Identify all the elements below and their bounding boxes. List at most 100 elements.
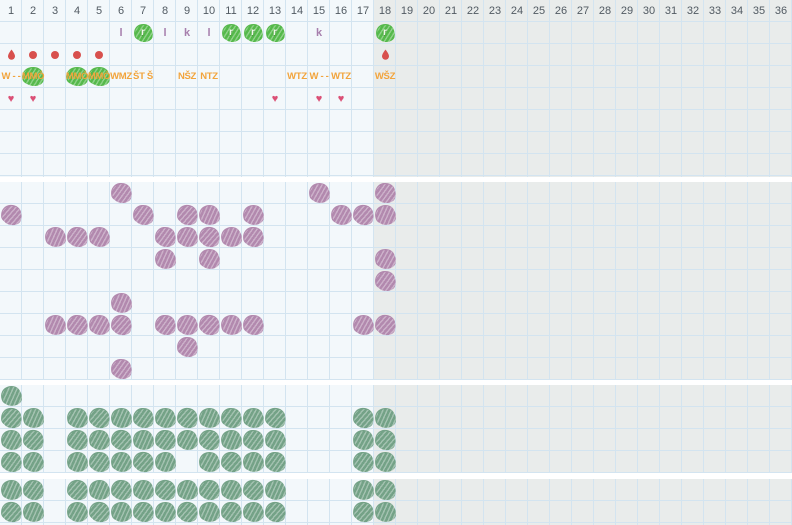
- plant-period-cell[interactable]: [374, 204, 396, 226]
- plant-period-cell[interactable]: [88, 407, 110, 429]
- plant-period-cell[interactable]: [110, 429, 132, 451]
- plant-period-cell[interactable]: [176, 407, 198, 429]
- plant-period-cell[interactable]: [352, 479, 374, 501]
- plant-period-cell[interactable]: [88, 479, 110, 501]
- plant-period-cell[interactable]: [176, 204, 198, 226]
- plant-period-cell[interactable]: [88, 226, 110, 248]
- plant-period-cell[interactable]: [242, 204, 264, 226]
- plant-period-cell[interactable]: [22, 407, 44, 429]
- plant-period-cell[interactable]: [176, 501, 198, 523]
- plant-period-cell[interactable]: [66, 314, 88, 336]
- plant-period-cell[interactable]: [110, 182, 132, 204]
- plant-period-cell[interactable]: [198, 501, 220, 523]
- plant-period-cell[interactable]: [22, 429, 44, 451]
- plant-period-cell[interactable]: [0, 385, 22, 407]
- plant-period-cell[interactable]: [44, 314, 66, 336]
- plant-period-cell[interactable]: [352, 407, 374, 429]
- plant-period-cell[interactable]: [66, 429, 88, 451]
- plant-period-cell[interactable]: [154, 226, 176, 248]
- plant-period-cell[interactable]: [264, 451, 286, 473]
- plant-period-cell[interactable]: [352, 501, 374, 523]
- plant-period-cell[interactable]: [110, 479, 132, 501]
- plant-period-cell[interactable]: [154, 429, 176, 451]
- plant-period-cell[interactable]: [198, 407, 220, 429]
- plant-period-cell[interactable]: [0, 204, 22, 226]
- plant-period-cell[interactable]: [198, 451, 220, 473]
- plant-period-cell[interactable]: [242, 407, 264, 429]
- plant-period-cell[interactable]: [352, 314, 374, 336]
- plant-period-cell[interactable]: [220, 226, 242, 248]
- plant-period-cell[interactable]: [176, 429, 198, 451]
- plant-period-cell[interactable]: [22, 451, 44, 473]
- plant-period-cell[interactable]: [0, 429, 22, 451]
- plant-period-cell[interactable]: [44, 226, 66, 248]
- plant-period-cell[interactable]: [220, 407, 242, 429]
- plant-period-cell[interactable]: [176, 336, 198, 358]
- plant-period-cell[interactable]: [110, 407, 132, 429]
- plant-period-cell[interactable]: [176, 226, 198, 248]
- plant-period-cell[interactable]: [264, 429, 286, 451]
- plant-period-cell[interactable]: [22, 479, 44, 501]
- plant-period-cell[interactable]: [264, 501, 286, 523]
- plant-period-cell[interactable]: [198, 248, 220, 270]
- plant-period-cell[interactable]: [242, 226, 264, 248]
- plant-period-cell[interactable]: [374, 314, 396, 336]
- plant-period-cell[interactable]: [154, 451, 176, 473]
- plant-period-cell[interactable]: [242, 479, 264, 501]
- plant-period-cell[interactable]: [88, 314, 110, 336]
- plant-period-cell[interactable]: [198, 204, 220, 226]
- plant-period-cell[interactable]: [220, 501, 242, 523]
- plant-period-cell[interactable]: [176, 479, 198, 501]
- plant-period-cell[interactable]: [154, 479, 176, 501]
- plant-period-cell[interactable]: [220, 451, 242, 473]
- plant-period-cell[interactable]: [374, 451, 396, 473]
- plant-period-cell[interactable]: [132, 479, 154, 501]
- plant-period-cell[interactable]: [176, 314, 198, 336]
- plant-period-cell[interactable]: [374, 429, 396, 451]
- plant-period-cell[interactable]: [22, 501, 44, 523]
- plant-period-cell[interactable]: [0, 501, 22, 523]
- plant-period-cell[interactable]: [132, 451, 154, 473]
- plant-period-cell[interactable]: [352, 429, 374, 451]
- plant-period-cell[interactable]: [88, 429, 110, 451]
- plant-period-cell[interactable]: [374, 270, 396, 292]
- plant-period-cell[interactable]: [374, 407, 396, 429]
- plant-period-cell[interactable]: [132, 204, 154, 226]
- plant-period-cell[interactable]: [132, 407, 154, 429]
- plant-period-cell[interactable]: [220, 314, 242, 336]
- plant-period-cell[interactable]: [110, 451, 132, 473]
- plant-period-cell[interactable]: [374, 501, 396, 523]
- plant-period-cell[interactable]: [198, 479, 220, 501]
- plant-period-cell[interactable]: [66, 407, 88, 429]
- plant-period-cell[interactable]: [198, 226, 220, 248]
- plant-period-cell[interactable]: [374, 479, 396, 501]
- plant-period-cell[interactable]: [132, 429, 154, 451]
- plant-period-cell[interactable]: [242, 429, 264, 451]
- plant-period-cell[interactable]: [352, 204, 374, 226]
- plant-period-cell[interactable]: [242, 314, 264, 336]
- plant-period-cell[interactable]: [220, 429, 242, 451]
- plant-period-cell[interactable]: [154, 314, 176, 336]
- plant-period-cell[interactable]: [0, 451, 22, 473]
- plant-period-cell[interactable]: [110, 292, 132, 314]
- plant-period-cell[interactable]: [88, 451, 110, 473]
- plant-period-cell[interactable]: [154, 501, 176, 523]
- plant-period-cell[interactable]: [154, 407, 176, 429]
- plant-period-cell[interactable]: [66, 479, 88, 501]
- plant-period-cell[interactable]: [220, 479, 242, 501]
- plant-period-cell[interactable]: [198, 314, 220, 336]
- plant-period-cell[interactable]: [198, 429, 220, 451]
- plant-period-cell[interactable]: [132, 501, 154, 523]
- plant-period-cell[interactable]: [66, 226, 88, 248]
- plant-period-cell[interactable]: [66, 451, 88, 473]
- plant-period-cell[interactable]: [0, 479, 22, 501]
- plant-period-cell[interactable]: [242, 451, 264, 473]
- plant-period-cell[interactable]: [264, 407, 286, 429]
- plant-period-cell[interactable]: [374, 182, 396, 204]
- plant-period-cell[interactable]: [88, 501, 110, 523]
- plant-period-cell[interactable]: [66, 501, 88, 523]
- plant-period-cell[interactable]: [110, 358, 132, 380]
- plant-period-cell[interactable]: [374, 248, 396, 270]
- plant-period-cell[interactable]: [308, 182, 330, 204]
- plant-period-cell[interactable]: [110, 501, 132, 523]
